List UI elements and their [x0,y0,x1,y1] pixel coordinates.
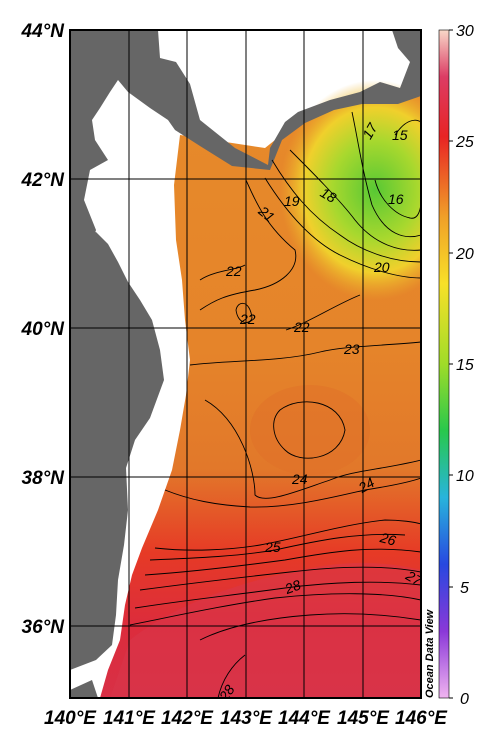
contour-label: 24 [355,474,378,496]
lon-label: 141°E [103,708,156,729]
isotherm-24-loop [273,401,346,459]
isotherm-22b [235,302,253,323]
isotherm-15 [394,119,421,136]
lon-label: 144°E [278,708,331,729]
lon-label: 140°E [44,708,97,729]
isotherm-22c [285,294,361,331]
lon-label: 146°E [395,708,448,729]
isotherm-25 [154,519,421,551]
isotherm-17 [351,111,421,238]
lat-label: 42°N [21,170,66,191]
contour-label: 18 [318,184,340,206]
isotherm-24b [164,477,421,508]
contour-label: 23 [343,341,360,357]
colorbar-tick: 20 [455,246,474,263]
lat-label: 38°N [22,468,66,489]
map-plot-area: 15 16 17 18 19 20 21 22 22 22 23 24 24 2… [70,30,421,698]
lat-label: 36°N [22,617,66,638]
credit-text: Ocean Data View [424,608,436,698]
lon-label: 145°E [337,708,390,729]
isotherm-26 [144,548,421,576]
isotherm-28 [134,581,421,609]
graticule [70,30,421,698]
isotherm-24 [204,399,421,499]
contour-label: 19 [284,193,300,209]
land-mass [70,30,421,340]
colorbar-tick: 25 [455,134,474,151]
contour-label: 22 [239,311,256,327]
isotherm-28b [129,593,421,626]
colorbar-tick: 0 [460,691,469,708]
map-frame [69,29,422,699]
lon-label: 143°E [220,708,273,729]
land-island-oshima [70,680,98,698]
isotherm-22a [199,264,246,281]
colorbar: 30 25 20 15 10 5 0 [438,23,474,708]
contour-label: 22 [225,263,242,279]
warm-current-band [110,562,421,698]
cold-water-patch [280,80,421,300]
latitude-axis: 44°N 42°N 40°N 38°N 36°N [21,21,66,638]
colorbar-tick: 10 [456,468,474,485]
isotherm-19 [271,159,421,263]
isotherm-28d [217,654,246,698]
lat-label: 40°N [21,319,66,340]
contour-label: 28 [282,576,303,597]
isotherm-25b [149,533,406,561]
contour-label: 22 [293,319,310,335]
contour-label: 16 [388,191,404,207]
contour-label: 24 [291,471,308,487]
contour-label: 26 [377,529,397,549]
lon-label: 142°E [161,708,214,729]
warm-core-patch [250,385,370,475]
colorbar-gradient [438,29,450,699]
colorbar-tick: 5 [460,580,469,597]
contour-label: 20 [373,259,390,275]
land-mass-honshu [70,232,164,670]
lat-label: 44°N [21,21,66,42]
colorbar-tick: 30 [456,23,474,40]
isotherm-27 [139,566,421,591]
longitude-axis: 140°E 141°E 142°E 143°E 144°E 145°E 146°… [44,708,448,729]
isotherm-20 [264,177,421,279]
isotherm-21 [199,179,297,311]
contour-label: 15 [392,127,408,143]
isotherm-23 [189,341,421,366]
colorbar-tick: 15 [456,357,474,374]
isotherm-28c [199,613,421,641]
isotherm-18 [289,149,421,251]
contour-label: 25 [264,539,281,555]
isotherm-contours [129,111,421,698]
